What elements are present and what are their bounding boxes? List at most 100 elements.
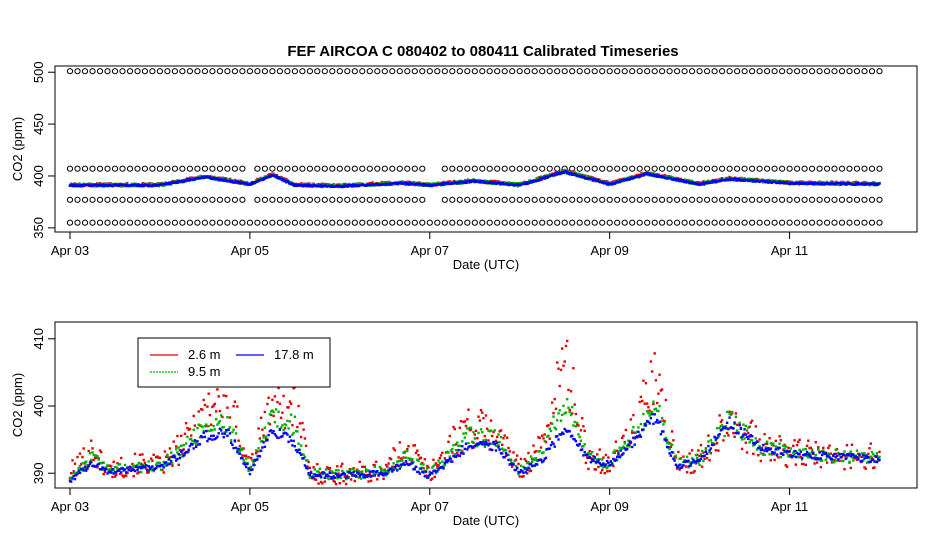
data-point bbox=[407, 457, 410, 460]
calibration-point bbox=[816, 219, 823, 226]
data-point bbox=[274, 434, 278, 437]
calibration-point bbox=[344, 196, 351, 203]
data-point bbox=[349, 471, 353, 475]
data-point bbox=[374, 460, 378, 463]
data-point bbox=[353, 474, 356, 477]
data-point bbox=[562, 364, 565, 367]
data-point bbox=[195, 445, 198, 448]
data-point bbox=[399, 457, 403, 460]
calibration-point bbox=[659, 196, 666, 203]
data-point bbox=[477, 415, 480, 418]
data-point bbox=[461, 440, 464, 443]
data-point bbox=[567, 406, 570, 409]
data-point bbox=[747, 426, 750, 429]
data-point bbox=[533, 451, 536, 454]
calibration-point bbox=[764, 68, 771, 75]
data-point bbox=[467, 441, 470, 445]
data-point bbox=[399, 465, 403, 468]
data-point bbox=[324, 474, 328, 477]
calibration-point bbox=[764, 219, 771, 226]
data-point bbox=[424, 470, 428, 473]
overview-point bbox=[802, 180, 805, 183]
data-point bbox=[264, 435, 268, 438]
data-point bbox=[343, 475, 346, 478]
data-point bbox=[252, 463, 255, 467]
calibration-point bbox=[524, 196, 531, 203]
data-point bbox=[172, 440, 175, 443]
data-point bbox=[663, 438, 666, 441]
data-point bbox=[804, 463, 807, 466]
data-point bbox=[670, 451, 674, 454]
data-point bbox=[457, 448, 460, 452]
calibration-point bbox=[509, 196, 516, 203]
data-point bbox=[862, 459, 865, 462]
data-point bbox=[717, 449, 720, 452]
data-point bbox=[828, 456, 831, 459]
data-point bbox=[531, 460, 534, 464]
data-point bbox=[516, 454, 519, 457]
data-point bbox=[629, 418, 633, 421]
data-point bbox=[361, 470, 364, 473]
data-point bbox=[287, 440, 290, 443]
data-point bbox=[399, 463, 403, 466]
calibration-point bbox=[119, 165, 126, 172]
data-point bbox=[487, 439, 490, 442]
data-point bbox=[689, 471, 693, 475]
data-point bbox=[603, 472, 606, 475]
data-point bbox=[192, 428, 195, 431]
data-point bbox=[418, 472, 421, 475]
data-point bbox=[573, 420, 576, 424]
data-point bbox=[651, 370, 654, 373]
data-point bbox=[215, 437, 218, 440]
data-point bbox=[700, 449, 704, 453]
data-point bbox=[167, 458, 170, 461]
calibration-point bbox=[104, 68, 111, 75]
calibration-point bbox=[614, 196, 621, 203]
data-point bbox=[707, 444, 710, 448]
data-point bbox=[654, 407, 658, 410]
data-point bbox=[659, 433, 663, 436]
data-point bbox=[698, 463, 701, 467]
data-point bbox=[482, 417, 485, 420]
data-point bbox=[337, 469, 340, 472]
data-point bbox=[368, 472, 371, 476]
data-point bbox=[333, 480, 336, 484]
data-point bbox=[318, 467, 321, 470]
data-point bbox=[656, 418, 659, 422]
data-point bbox=[778, 435, 781, 438]
data-point bbox=[409, 462, 413, 465]
data-point bbox=[92, 458, 95, 462]
data-point bbox=[196, 440, 199, 443]
calibration-point bbox=[659, 165, 666, 172]
calibration-point bbox=[711, 165, 718, 172]
data-point bbox=[92, 464, 95, 467]
data-point bbox=[665, 441, 669, 445]
data-point bbox=[256, 458, 259, 461]
data-point bbox=[146, 471, 149, 474]
data-point bbox=[557, 412, 560, 415]
calibration-point bbox=[614, 165, 621, 172]
data-point bbox=[434, 470, 438, 473]
data-point bbox=[504, 452, 508, 455]
data-point bbox=[247, 467, 250, 470]
data-point bbox=[762, 453, 765, 456]
calibration-point bbox=[853, 165, 861, 172]
data-point bbox=[503, 456, 506, 459]
data-point bbox=[251, 468, 254, 471]
calibration-point bbox=[479, 165, 486, 172]
data-point bbox=[582, 425, 585, 428]
data-point bbox=[206, 439, 209, 443]
data-point bbox=[789, 454, 792, 457]
data-point bbox=[524, 471, 528, 474]
data-point bbox=[502, 437, 505, 440]
data-point bbox=[523, 457, 526, 461]
data-point bbox=[561, 413, 564, 417]
data-point bbox=[479, 428, 483, 431]
calibration-point bbox=[876, 165, 883, 172]
calibration-point bbox=[599, 165, 606, 172]
calibration-point bbox=[179, 196, 186, 203]
calibration-point bbox=[644, 196, 651, 203]
data-point bbox=[263, 410, 267, 414]
calibration-point bbox=[164, 196, 171, 203]
data-point bbox=[73, 477, 77, 481]
